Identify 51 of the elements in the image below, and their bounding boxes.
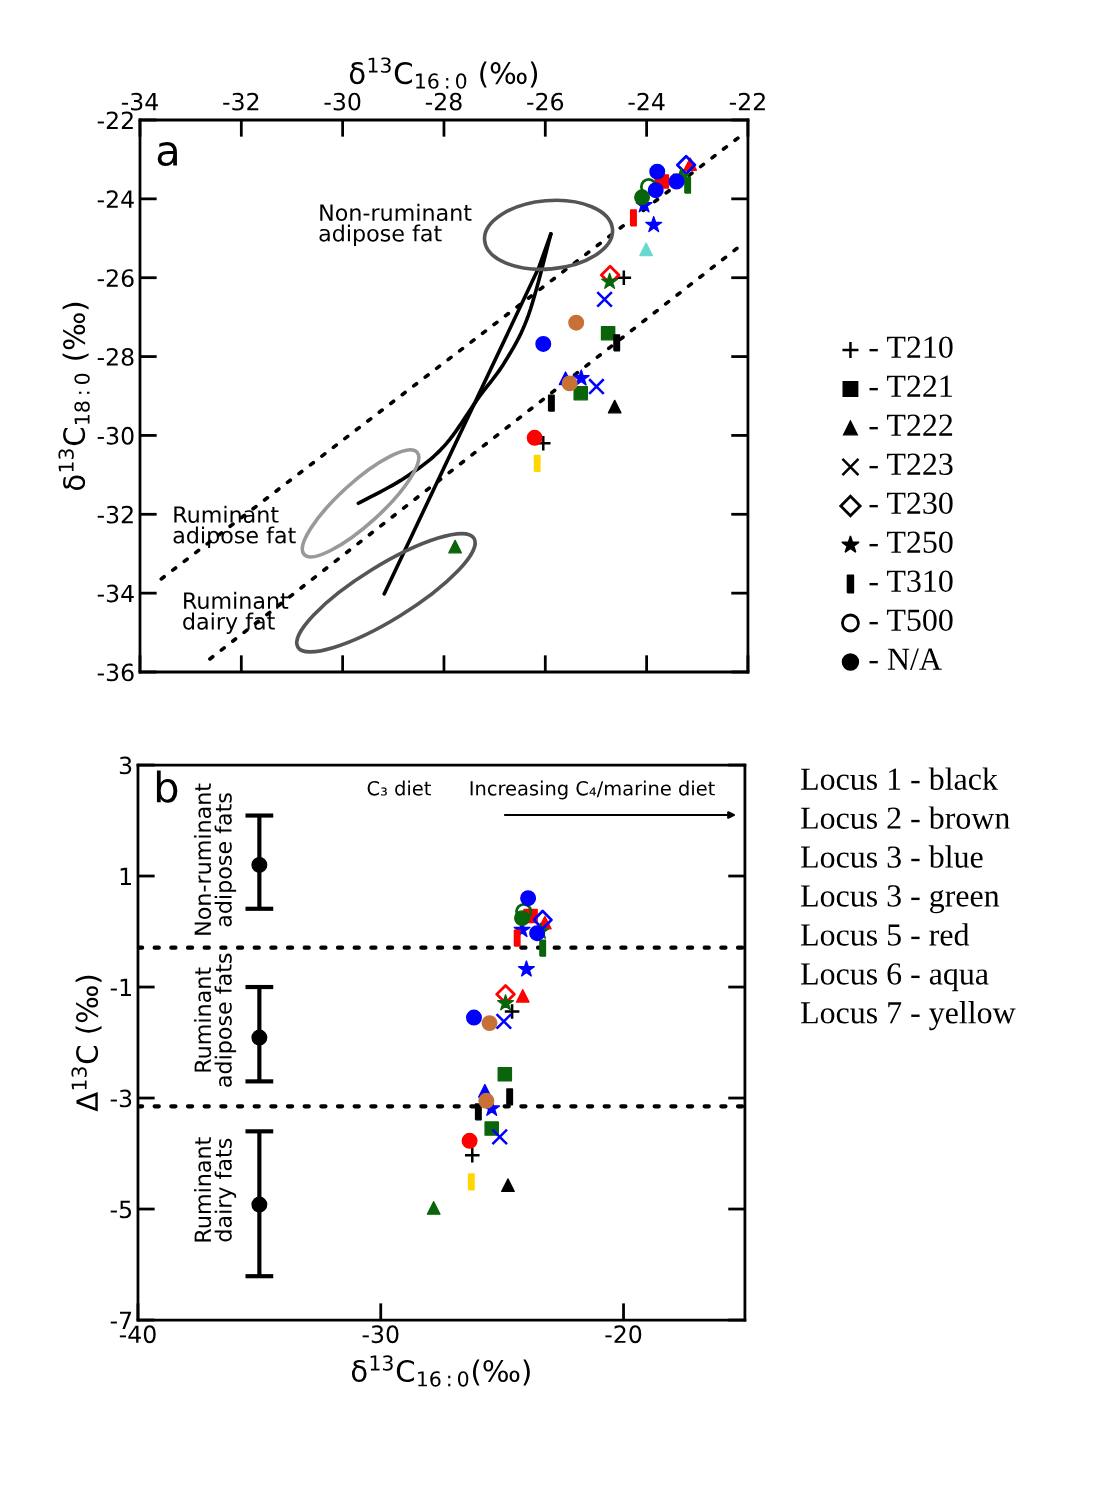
annotation: Ruminant dairy fat [183,591,289,635]
text: - T250 [869,531,953,553]
x-axis-title: δ$^{13}$C$_{16:0}$ (‰) [349,57,538,89]
text: - N/A [869,648,942,670]
y-tick-label: -5 [110,1200,132,1219]
y-tick-label: 3 [119,756,132,775]
y-tick-label: -1 [110,978,131,996]
text: - T221 [869,375,952,397]
text: Locus 7 - yellow [801,1001,1016,1031]
x-axis-title: δ$^{13}$C$_{16:0}$(‰) [351,1355,530,1387]
annotation: b [156,770,178,803]
text: - T230 [869,492,953,514]
y-axis-title: δ$^{13}$C$_{18:0}$ (‰) [58,302,90,491]
text: - T310 [869,570,953,592]
y-tick-label: -24 [97,190,134,208]
text: - T500 [869,609,953,631]
annotation: a [157,142,177,167]
x-tick-label: -30 [362,1325,399,1344]
text: - T222 [869,414,953,436]
y-tick-label: -28 [97,348,134,366]
text: - T223 [869,453,953,475]
text: Locus 3 - blue [801,845,983,868]
text: Locus 1 - black [801,767,998,790]
y-tick-label: -36 [97,663,134,682]
x-tick-label: -32 [223,92,259,111]
x-tick-label: -28 [425,92,462,111]
annotation: Non-ruminant adipose fats [193,783,237,935]
y-tick-label: -26 [97,269,134,288]
annotation: Ruminant adipose fat [173,505,296,548]
text: Locus 2 - brown [801,806,1010,829]
annotation: C₃ diet [367,780,431,796]
annotation: Ruminant dairy fats [193,1137,237,1242]
annotation: Ruminant adipose fats [193,953,237,1087]
text: Locus 3 - green [801,885,1000,914]
text: Locus 6 - aqua [801,963,989,992]
y-tick-label: -34 [97,584,134,603]
x-tick-label: -30 [324,92,361,111]
text: - T210 [869,336,953,358]
y-tick-label: -3 [110,1089,132,1108]
annotation: Increasing C₄/marine diet [470,780,715,800]
y-tick-label: -22 [97,111,133,129]
text: Locus 5 - red [801,923,970,946]
annotation: Non-ruminant adipose fat [319,203,472,246]
x-tick-label: -26 [527,92,564,111]
y-axis-title: Δ$^{13}$C (‰) [71,975,102,1112]
y-tick-label: -32 [97,505,133,524]
y-tick-label: -30 [97,426,134,445]
x-tick-label: -22 [729,92,765,111]
x-tick-label: -24 [628,92,665,111]
y-tick-label: 1 [120,867,131,885]
x-tick-label: -20 [605,1325,642,1344]
